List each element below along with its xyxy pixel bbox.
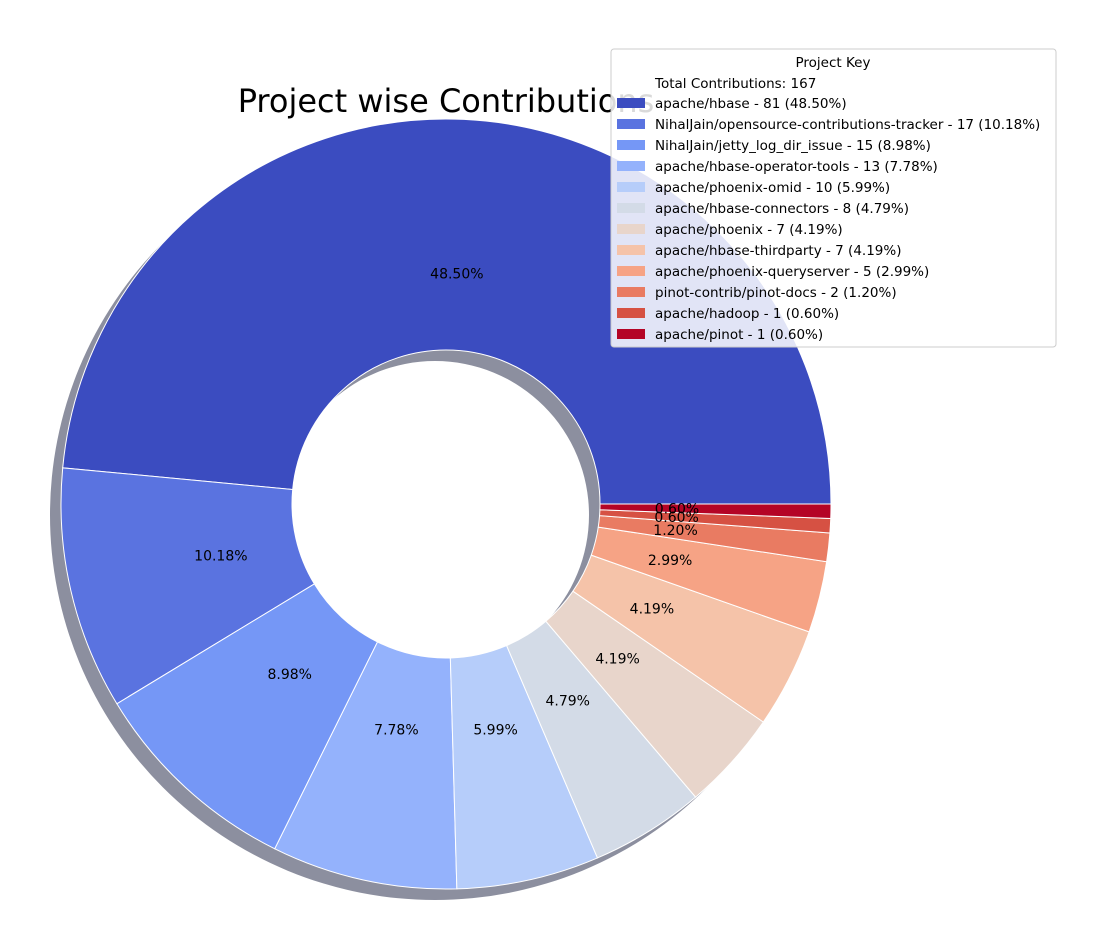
pie-percent-label: 48.50% (430, 266, 483, 282)
legend-entry-label: apache/hbase-operator-tools - 13 (7.78%) (655, 159, 938, 175)
legend-entry-label: apache/phoenix-queryserver - 5 (2.99%) (655, 264, 929, 280)
legend-swatch (617, 203, 645, 213)
pie-percent-label: 7.78% (374, 723, 418, 739)
legend-entry-label: NihalJain/opensource-contributions-track… (655, 117, 1040, 133)
pie-percent-label: 1.20% (653, 523, 697, 539)
legend-entries: apache/hbase - 81 (48.50%) NihalJain/open… (617, 96, 1040, 343)
legend-swatch (617, 245, 645, 255)
legend-entry-label: apache/phoenix - 7 (4.19%) (655, 222, 843, 238)
pie-slice-apache-pinot (599, 503, 832, 520)
pie-percent-label: 4.19% (595, 652, 639, 668)
legend-swatch (617, 329, 645, 339)
pie-percent-labels: 48.50% 10.18% 8.98% 7.78% 5.99% 4.79% 4.19% 4.1… (194, 266, 699, 738)
pie-percent-label: 2.99% (648, 553, 692, 569)
legend-title: Project Key (796, 55, 871, 71)
legend-swatch (617, 287, 645, 297)
legend-swatch (617, 266, 645, 276)
legend-swatch (617, 224, 645, 234)
pie-slice-nihaljain-jetty-log-dir-issue (116, 583, 379, 850)
legend-entry-label: pinot-contrib/pinot-docs - 2 (1.20%) (655, 285, 897, 301)
legend-box (610, 48, 1057, 348)
legend-swatch (617, 182, 645, 192)
pie-percent-label: 4.19% (630, 602, 674, 618)
pie-percent-label: 5.99% (473, 723, 517, 739)
pie-percent-label: 8.98% (267, 667, 311, 683)
legend-entry-label: apache/hadoop - 1 (0.60%) (655, 306, 839, 322)
legend-entry-label: NihalJain/jetty_log_dir_issue - 15 (8.98… (655, 138, 931, 154)
chart-title: Project wise Contributions (238, 82, 655, 120)
legend-swatch (617, 140, 645, 150)
legend-swatch (617, 161, 645, 171)
legend-swatch (617, 98, 645, 108)
legend: Project Key Total Contributions: 167 apa… (610, 48, 1057, 348)
pie-percent-label: 4.79% (545, 693, 589, 709)
legend-entry-label: apache/phoenix-omid - 10 (5.99%) (655, 180, 890, 196)
legend-swatch (617, 119, 645, 129)
pie-percent-label: 0.60% (655, 501, 699, 517)
legend-entry-label: apache/pinot - 1 (0.60%) (655, 327, 823, 343)
pie-percent-label: 0.60% (654, 510, 698, 526)
legend-entry-label: apache/hbase-thirdparty - 7 (4.19%) (655, 243, 901, 259)
legend-entry-label: apache/hbase-connectors - 8 (4.79%) (655, 201, 909, 217)
pie-slice-nihaljain-opensource-contributions-tracker (60, 467, 316, 705)
pie-percent-label: 10.18% (194, 549, 247, 565)
legend-swatch (617, 308, 645, 318)
legend-total: Total Contributions: 167 (654, 76, 816, 92)
legend-entry-label: apache/hbase - 81 (48.50%) (655, 96, 847, 112)
